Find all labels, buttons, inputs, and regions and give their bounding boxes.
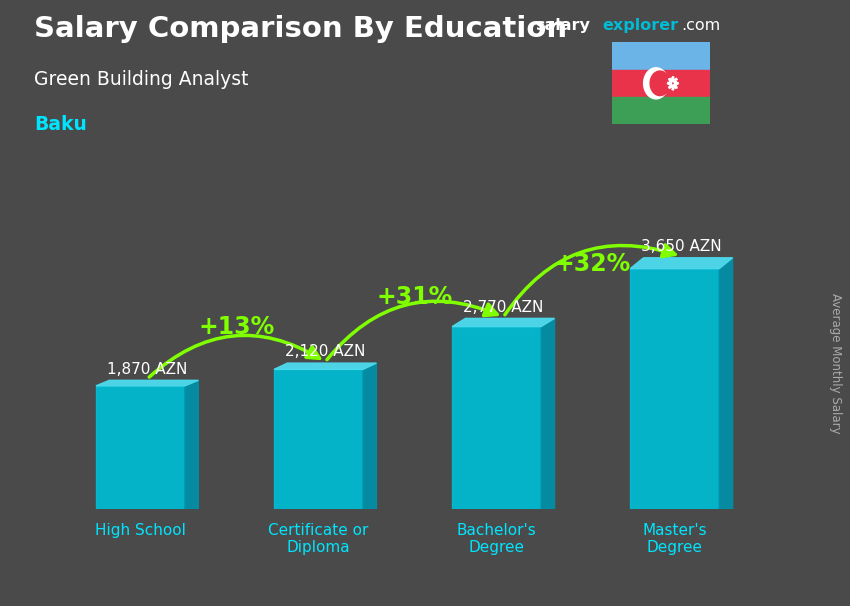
Text: 2,120 AZN: 2,120 AZN — [285, 344, 366, 359]
Text: explorer: explorer — [603, 18, 679, 33]
Polygon shape — [452, 318, 554, 327]
Text: +13%: +13% — [198, 315, 275, 339]
Polygon shape — [363, 363, 377, 509]
Text: 3,650 AZN: 3,650 AZN — [641, 239, 722, 254]
Polygon shape — [630, 258, 733, 268]
Text: .com: .com — [682, 18, 721, 33]
Bar — [612, 42, 710, 70]
Polygon shape — [274, 370, 363, 509]
Polygon shape — [630, 268, 719, 509]
Polygon shape — [452, 327, 541, 509]
Text: +32%: +32% — [554, 252, 631, 276]
Text: Baku: Baku — [34, 115, 87, 134]
Text: +31%: +31% — [377, 285, 452, 309]
Text: 1,870 AZN: 1,870 AZN — [107, 362, 187, 377]
Polygon shape — [541, 318, 554, 509]
Text: Salary Comparison By Education: Salary Comparison By Education — [34, 15, 567, 43]
Circle shape — [643, 68, 668, 99]
Bar — [612, 70, 710, 97]
Bar — [612, 97, 710, 124]
Text: 2,770 AZN: 2,770 AZN — [463, 300, 543, 315]
Text: Average Monthly Salary: Average Monthly Salary — [829, 293, 842, 434]
Polygon shape — [274, 363, 377, 370]
Polygon shape — [185, 381, 198, 509]
Text: Green Building Analyst: Green Building Analyst — [34, 70, 248, 88]
Circle shape — [650, 71, 670, 96]
Polygon shape — [96, 386, 185, 509]
Polygon shape — [719, 258, 733, 509]
Polygon shape — [96, 381, 198, 386]
Text: salary: salary — [536, 18, 591, 33]
